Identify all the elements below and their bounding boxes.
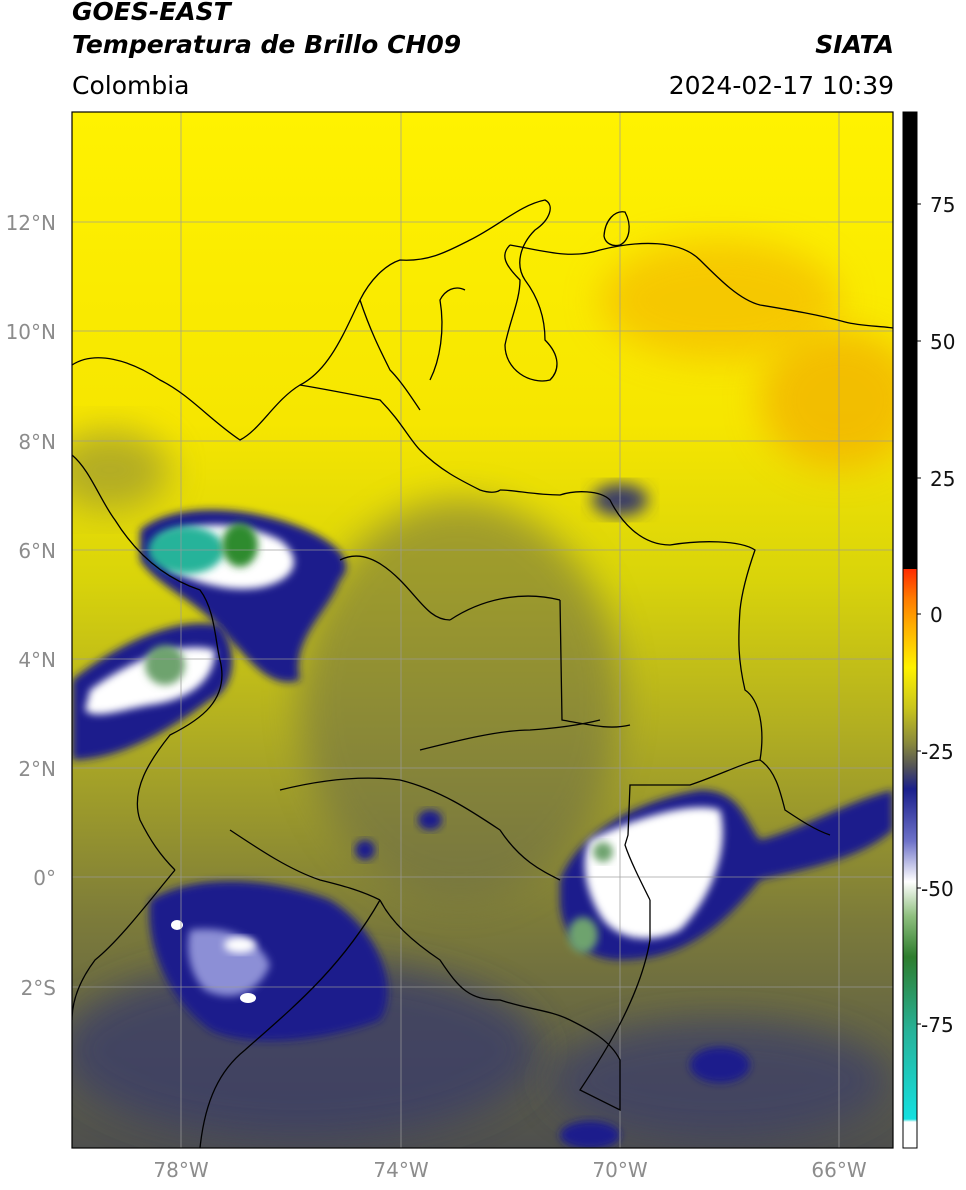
colorbar-gradient [903,569,917,1148]
product-title: Temperatura de Brillo CH09 [72,30,462,59]
lon-tick: 70°W [592,1158,647,1182]
colorbar: 75 50 25 0 -25 -50 -75 [902,111,955,1149]
datetime-label: 2024-02-17 10:39 [668,71,894,100]
brightness-temperature-field [72,112,893,1148]
colorbar-tick: 75 [930,193,955,217]
lat-tick: 6°N [18,539,56,563]
lon-tick: 74°W [373,1158,428,1182]
lat-axis-labels: 12°N 10°N 8°N 6°N 4°N 2°N 0° 2°S [6,211,56,1000]
lat-tick: 4°N [18,648,56,672]
lat-tick: 0° [33,866,56,890]
colorbar-tick: 50 [930,330,955,354]
lat-tick: 2°S [21,976,56,1000]
lon-axis-labels: 78°W 74°W 70°W 66°W [153,1158,866,1182]
org-label: SIATA [815,30,894,59]
colorbar-warm-segment [903,112,917,569]
graticule [72,112,893,1148]
lat-tick: 8°N [18,430,56,454]
convective-cloud-west [72,623,233,760]
lat-tick: 2°N [18,757,56,781]
lon-tick: 66°W [811,1158,866,1182]
lon-tick: 78°W [153,1158,208,1182]
colorbar-tick: 25 [930,467,955,491]
convective-cloud-south [149,881,388,1041]
lat-tick: 12°N [6,211,56,235]
lat-tick: 10°N [6,320,56,344]
boundaries [72,199,893,1148]
convective-cloud-east [560,790,893,960]
region-label: Colombia [72,71,190,100]
colorbar-tick: 0 [930,603,943,627]
colorbar-tick: -75 [921,1013,954,1037]
satellite-title: GOES-EAST [72,0,231,26]
colorbar-tick: -25 [921,740,954,764]
colorbar-tick: -50 [921,877,954,901]
